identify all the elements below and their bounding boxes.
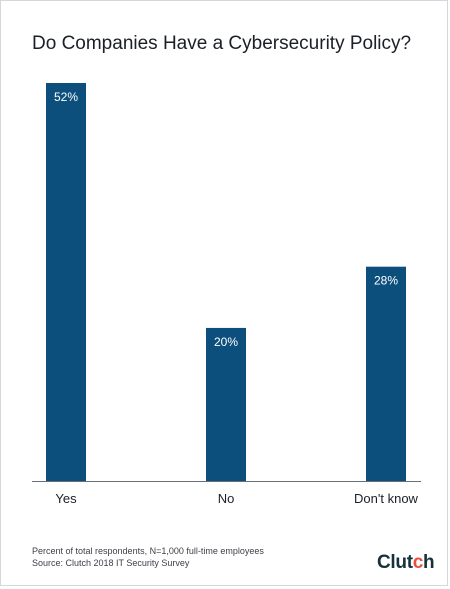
logo-text-main: Clut	[377, 552, 413, 573]
category-label: Don't know	[354, 491, 419, 506]
category-labels-layer: Yes No Don't know	[55, 491, 418, 506]
bar-yes	[46, 83, 86, 481]
bar-don-t-know	[366, 266, 406, 481]
value-labels-layer: 52% 20% 28%	[54, 90, 398, 349]
chart-footnote: Percent of total respondents, N=1,000 fu…	[32, 545, 264, 569]
logo-text-end: h	[423, 552, 435, 573]
category-label: No	[218, 491, 235, 506]
bar-value-label: 20%	[214, 335, 238, 349]
bars-layer	[46, 83, 406, 481]
bar-value-label: 28%	[374, 274, 398, 288]
footnote-respondents: Percent of total respondents, N=1,000 fu…	[32, 546, 264, 556]
category-label: Yes	[55, 491, 77, 506]
clutch-logo: Clutch	[377, 552, 435, 574]
chart-title: Do Companies Have a Cybersecurity Policy…	[32, 33, 412, 54]
logo-text-accent: c	[412, 552, 424, 573]
footnote-source: Source: Clutch 2018 IT Security Survey	[32, 558, 190, 568]
bar-value-label: 52%	[54, 90, 78, 104]
bar-no	[206, 327, 246, 481]
